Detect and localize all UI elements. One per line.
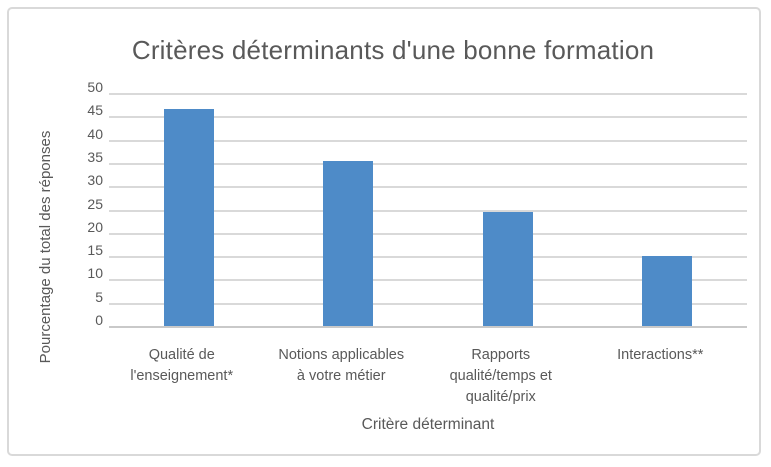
x-axis-category-label-line: à votre métier: [296, 368, 386, 384]
y-axis-tick-label: 20: [87, 218, 103, 235]
chart-title: Critères déterminants d'une bonne format…: [131, 35, 655, 65]
gridline: [109, 256, 747, 259]
y-axis-tick-label: 25: [87, 195, 103, 212]
gridline: [109, 209, 747, 212]
y-axis-tick-label: 30: [87, 172, 103, 189]
y-axis-tick-label: 0: [95, 312, 103, 328]
y-axis-tick-label: 35: [87, 148, 103, 165]
x-axis-category-label-line: qualité/prix: [465, 389, 536, 405]
bar-2: [323, 160, 374, 326]
gridline: [109, 302, 747, 305]
x-axis-title: Critère déterminant: [361, 416, 495, 433]
gridline: [109, 116, 747, 119]
gridline: [109, 279, 747, 282]
bar-3: [482, 211, 533, 326]
x-axis-category-label: Qualité de l'enseignement*: [92, 345, 272, 387]
y-axis-tick-label: 50: [87, 79, 103, 95]
x-axis-line: [109, 326, 747, 328]
x-axis-category-label: Notions applicables à votre métier: [251, 345, 431, 387]
y-axis-tick-label: 40: [87, 125, 103, 142]
bar-1: [163, 109, 214, 326]
x-axis-category-label-line: Notions applicables: [278, 347, 405, 363]
gridline: [109, 162, 747, 165]
x-axis-category-label-line: l'enseignement*: [130, 368, 234, 384]
gridline: [109, 139, 747, 142]
y-axis-tick-label: 15: [87, 242, 103, 259]
chart-frame: Critères déterminants d'une bonne format…: [7, 7, 761, 456]
x-axis-category-label: Rapports qualité/temps et qualité/prix: [411, 345, 591, 408]
x-axis-category-label-line: Interactions**: [617, 347, 704, 363]
x-axis-category-label-line: qualité/temps et: [449, 368, 552, 384]
x-axis-category-label-line: Rapports: [471, 347, 531, 363]
gridline: [109, 232, 747, 235]
plot-area: [109, 93, 747, 328]
bar-4: [642, 256, 693, 326]
y-axis-tick-label: 45: [87, 102, 103, 119]
gridline: [109, 186, 747, 189]
y-axis-tick-label: 10: [87, 265, 103, 282]
y-axis-tick-label: 5: [95, 288, 103, 305]
x-axis-category-label: Interactions**: [570, 345, 750, 366]
x-axis-category-label-line: Qualité de: [148, 347, 215, 363]
gridline: [109, 93, 747, 95]
